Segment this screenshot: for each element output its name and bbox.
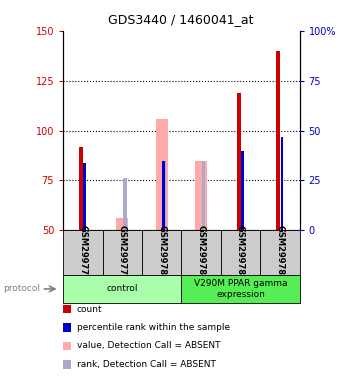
Text: GDS3440 / 1460041_at: GDS3440 / 1460041_at xyxy=(108,13,253,26)
Text: GSM299778: GSM299778 xyxy=(78,225,87,280)
Bar xyxy=(162,161,165,230)
Text: GSM299779: GSM299779 xyxy=(118,225,127,280)
Bar xyxy=(103,230,142,275)
Bar xyxy=(195,161,207,230)
Text: GSM299783: GSM299783 xyxy=(275,225,284,280)
Bar xyxy=(123,179,127,230)
Text: GSM299780: GSM299780 xyxy=(157,225,166,280)
Bar xyxy=(280,137,283,230)
Bar xyxy=(83,162,86,230)
Bar xyxy=(182,230,221,275)
Text: protocol: protocol xyxy=(4,285,40,293)
Bar xyxy=(276,51,280,230)
Bar xyxy=(241,151,244,230)
Text: GSM299781: GSM299781 xyxy=(197,225,206,280)
Text: V290M PPAR gamma
expression: V290M PPAR gamma expression xyxy=(194,279,287,299)
Bar xyxy=(156,119,168,230)
Text: rank, Detection Call = ABSENT: rank, Detection Call = ABSENT xyxy=(77,360,216,369)
Bar xyxy=(182,275,300,303)
Bar xyxy=(142,230,182,275)
Bar xyxy=(79,147,83,230)
Bar xyxy=(260,230,300,275)
Bar xyxy=(63,275,182,303)
Text: GSM299782: GSM299782 xyxy=(236,225,245,280)
Bar xyxy=(221,230,260,275)
Text: percentile rank within the sample: percentile rank within the sample xyxy=(77,323,230,332)
Text: count: count xyxy=(77,305,102,314)
Bar xyxy=(236,93,240,230)
Bar xyxy=(201,161,205,230)
Bar xyxy=(63,230,103,275)
Bar xyxy=(116,218,128,230)
Text: control: control xyxy=(106,285,138,293)
Bar xyxy=(162,161,166,230)
Text: value, Detection Call = ABSENT: value, Detection Call = ABSENT xyxy=(77,341,220,351)
